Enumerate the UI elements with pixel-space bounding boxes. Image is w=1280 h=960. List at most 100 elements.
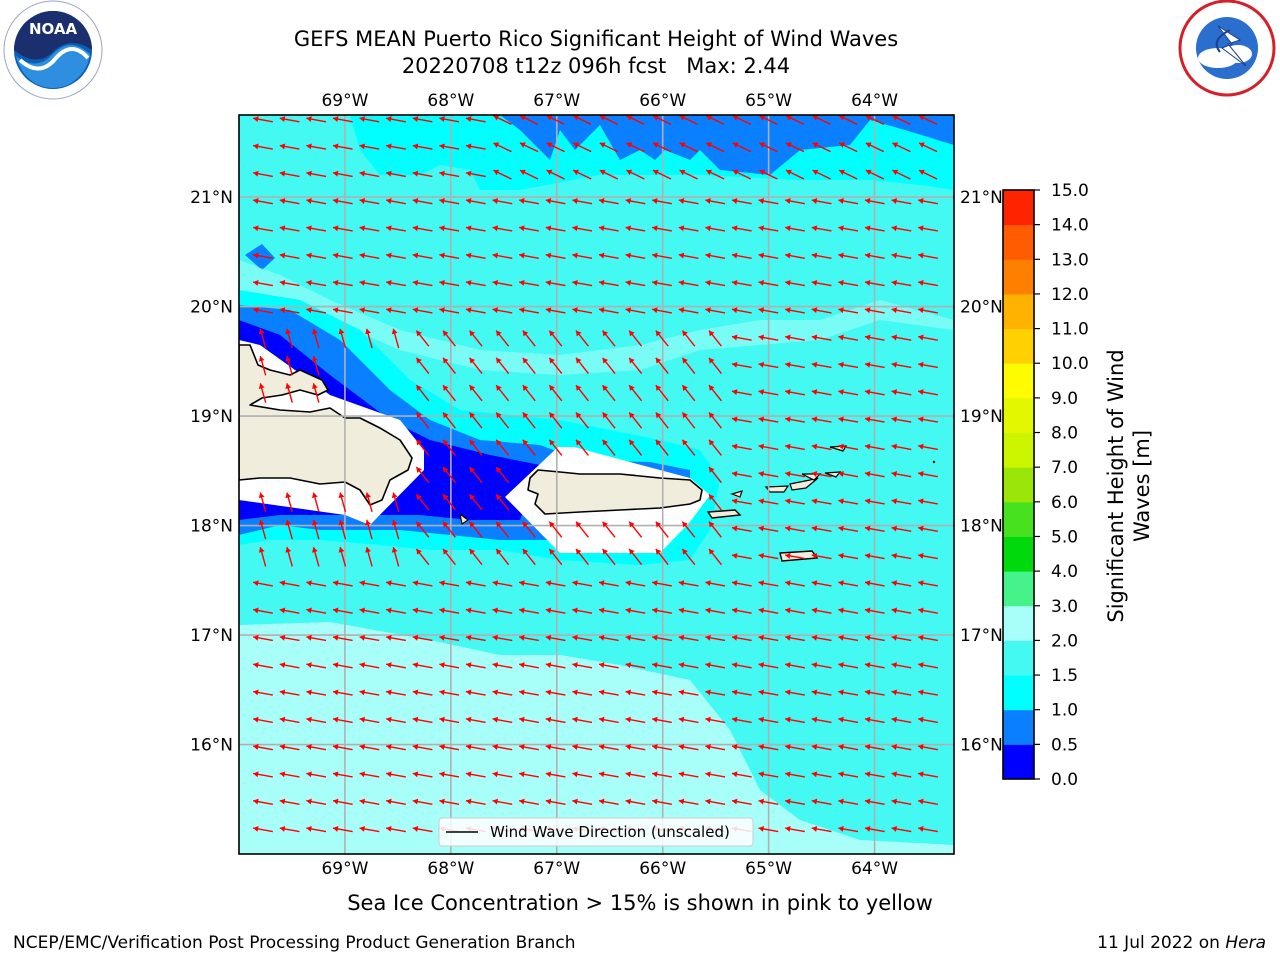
wave-direction-arrow — [306, 716, 327, 724]
wave-direction-arrow — [731, 634, 752, 642]
wave-direction-arrow — [548, 384, 563, 402]
wave-direction-arrows — [253, 115, 938, 833]
wave-direction-arrow — [332, 744, 353, 751]
wave-direction-arrow — [864, 279, 885, 287]
wave-direction-arrow — [785, 662, 805, 669]
lon-tick-label-top: 64°W — [851, 91, 898, 111]
wave-direction-arrow — [412, 279, 433, 287]
wave-direction-arrow — [705, 689, 726, 696]
wave-direction-arrow — [731, 252, 752, 259]
wave-direction-arrow — [469, 330, 483, 347]
wave-direction-arrow — [602, 439, 616, 456]
wave-direction-arrow — [678, 662, 699, 669]
wave-direction-arrow — [598, 307, 619, 314]
wave-direction-arrow — [652, 198, 672, 205]
wave-direction-arrow — [598, 634, 619, 642]
colorbar-tick-label: 0.0 — [1051, 770, 1078, 790]
wave-direction-arrow — [758, 334, 779, 341]
wave-direction-arrow — [439, 607, 460, 614]
wave-direction-arrow — [253, 798, 273, 805]
hispaniola-land — [239, 344, 413, 506]
wave-direction-arrow — [332, 116, 353, 123]
wave-direction-arrow — [758, 198, 779, 205]
colorbar-tick-label: 6.0 — [1051, 493, 1078, 513]
wave-direction-arrow — [758, 471, 779, 478]
wave-direction-arrow — [258, 492, 267, 513]
wave-direction-arrow — [598, 798, 619, 805]
wave-direction-arrow — [918, 307, 938, 314]
wave-direction-arrow — [495, 357, 510, 374]
wave-direction-arrow — [705, 198, 726, 205]
wave-direction-arrow — [731, 389, 752, 396]
wave-direction-arrow — [678, 225, 699, 232]
wave-direction-arrow — [811, 716, 832, 724]
wave-direction-arrow — [785, 634, 805, 642]
wave-direction-arrow — [811, 798, 832, 805]
wave-direction-arrow — [864, 443, 885, 451]
wave-direction-arrow — [811, 334, 832, 341]
wave-direction-arrow — [572, 142, 592, 153]
wave-direction-arrow — [681, 412, 696, 429]
wave-direction-arrow — [306, 307, 327, 314]
wave-direction-arrow — [285, 328, 293, 349]
wave-direction-arrow — [572, 115, 592, 125]
wave-direction-arrow — [572, 279, 593, 287]
wave-direction-arrow — [548, 412, 563, 429]
wave-direction-arrow — [412, 825, 433, 833]
wave-direction-arrow — [758, 443, 779, 451]
wave-direction-arrow — [332, 279, 353, 287]
wave-direction-arrow — [306, 689, 327, 696]
wave-direction-arrow — [469, 466, 483, 484]
wave-direction-arrow — [253, 143, 273, 150]
wave-direction-arrow — [598, 580, 619, 587]
wave-direction-arrow — [332, 307, 353, 314]
wave-direction-arrow — [678, 689, 699, 696]
wave-direction-arrow — [838, 525, 859, 532]
wave-direction-arrow — [519, 169, 539, 180]
wave-direction-arrow — [469, 357, 483, 374]
wave-direction-arrow — [705, 634, 726, 642]
wave-direction-arrow — [415, 548, 430, 566]
wave-direction-arrow — [705, 115, 725, 125]
wave-direction-arrow — [279, 143, 300, 150]
wave-direction-arrow — [785, 716, 805, 724]
wave-direction-arrow — [519, 662, 539, 669]
wave-direction-arrow — [892, 115, 911, 125]
wave-direction-arrow — [678, 198, 699, 205]
wave-direction-arrow — [731, 443, 752, 451]
wave-direction-arrow — [838, 142, 858, 153]
wave-direction-arrow — [415, 330, 430, 347]
wave-direction-arrow — [785, 416, 805, 423]
wave-direction-arrow — [891, 607, 912, 614]
wave-direction-arrow — [732, 169, 752, 180]
wave-direction-arrow — [338, 328, 347, 349]
wave-direction-arrow — [864, 498, 885, 505]
map-frame — [238, 114, 955, 855]
wave-direction-arrow — [811, 662, 832, 669]
wave-direction-arrow — [279, 689, 300, 696]
wave-direction-arrow — [575, 412, 589, 429]
wave-direction-arrow — [258, 328, 267, 349]
wave-direction-arrow — [678, 744, 699, 751]
wave-direction-arrow — [279, 279, 300, 287]
colorbar: 0.0 0.5 1.0 1.5 2.0 3.0 4.0 5.0 6.0 7.0 8.0 9.0 10.0… — [1002, 181, 1089, 790]
lat-tick-label-right: 19°N — [960, 407, 1003, 427]
wave-direction-arrow — [838, 825, 859, 833]
wave-direction-arrow — [338, 492, 347, 513]
wave-direction-arrow — [572, 169, 592, 180]
wave-direction-arrow — [306, 634, 327, 642]
wave-direction-arrow — [492, 771, 513, 778]
wave-direction-arrow — [678, 716, 699, 724]
wave-direction-arrow — [519, 307, 539, 314]
wave-direction-arrow — [918, 825, 938, 833]
wave-direction-arrow — [572, 198, 593, 205]
wave-direction-arrow — [705, 279, 726, 287]
wave-direction-arrow — [465, 307, 486, 314]
wave-direction-arrow — [311, 546, 320, 567]
wave-direction-arrow — [758, 744, 779, 751]
wave-direction-arrow — [519, 225, 539, 232]
lon-tick-label-bottom: 69°W — [321, 859, 368, 879]
wave-direction-arrow — [918, 744, 938, 751]
wave-direction-arrow — [522, 357, 536, 374]
wave-direction-arrow — [306, 225, 327, 232]
